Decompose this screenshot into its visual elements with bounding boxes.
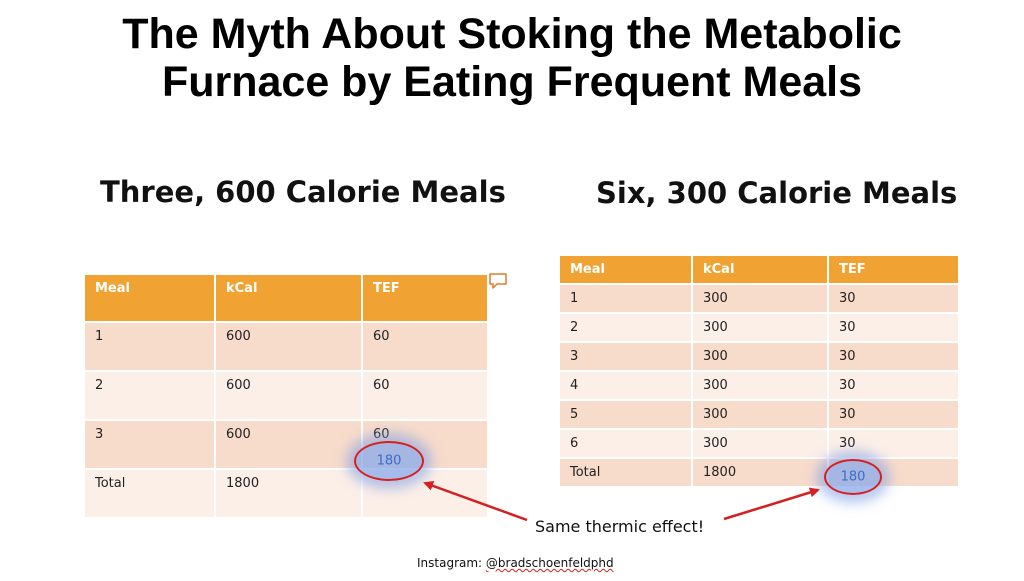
table-row: 3 300 30 bbox=[560, 342, 958, 372]
left-table-heading: Three, 600 Calorie Meals bbox=[100, 175, 506, 209]
three-meals-table: Meal kCal TEF 1 600 60 2 600 60 3 600 60… bbox=[85, 275, 487, 519]
cell-meal: 4 bbox=[560, 371, 693, 401]
table-row: 4 300 30 bbox=[560, 371, 958, 401]
title-line-1: The Myth About Stoking the Metabolic bbox=[122, 10, 902, 58]
highlighted-total-tef-left: 180 bbox=[354, 441, 424, 481]
cell-tef: 30 bbox=[828, 429, 958, 459]
column-header-kcal: kCal bbox=[215, 275, 363, 323]
cell-kcal: 300 bbox=[692, 284, 829, 314]
cell-meal: 2 bbox=[560, 313, 693, 343]
table-row: 2 600 60 bbox=[85, 371, 487, 421]
highlighted-total-tef-right: 180 bbox=[824, 459, 882, 495]
cell-kcal: 600 bbox=[215, 371, 363, 421]
table-row: 6 300 30 bbox=[560, 429, 958, 459]
cell-tef: 60 bbox=[362, 371, 487, 421]
column-header-meal: Meal bbox=[560, 256, 693, 285]
instagram-handle: @bradschoenfeldphd bbox=[485, 556, 614, 570]
table-header-row: Meal kCal TEF bbox=[85, 275, 487, 323]
cell-total-kcal: 1800 bbox=[215, 469, 363, 519]
arrow-to-right-total bbox=[723, 487, 820, 521]
cell-total-label: Total bbox=[560, 458, 693, 488]
title-line-2: Furnace by Eating Frequent Meals bbox=[161, 58, 863, 106]
cell-tef: 60 bbox=[362, 322, 487, 372]
column-header-meal: Meal bbox=[85, 275, 216, 323]
cell-meal: 1 bbox=[85, 322, 216, 372]
cell-meal: 3 bbox=[560, 342, 693, 372]
cell-meal: 5 bbox=[560, 400, 693, 430]
column-header-kcal: kCal bbox=[692, 256, 829, 285]
cell-meal: 2 bbox=[85, 371, 216, 421]
cell-kcal: 600 bbox=[215, 420, 363, 470]
cell-meal: 1 bbox=[560, 284, 693, 314]
cell-tef: 30 bbox=[828, 400, 958, 430]
cell-total-label: Total bbox=[85, 469, 216, 519]
cell-kcal: 300 bbox=[692, 313, 829, 343]
table-row: 5 300 30 bbox=[560, 400, 958, 430]
cell-total-kcal: 1800 bbox=[692, 458, 829, 488]
column-header-tef: TEF bbox=[828, 256, 958, 285]
cell-tef: 30 bbox=[828, 284, 958, 314]
total-tef-value: 180 bbox=[376, 453, 402, 469]
cell-meal: 6 bbox=[560, 429, 693, 459]
comment-icon[interactable] bbox=[488, 272, 508, 292]
cell-kcal: 300 bbox=[692, 429, 829, 459]
cell-kcal: 300 bbox=[692, 371, 829, 401]
table-row: 1 600 60 bbox=[85, 322, 487, 372]
cell-kcal: 300 bbox=[692, 400, 829, 430]
right-table-heading: Six, 300 Calorie Meals bbox=[596, 176, 958, 210]
cell-tef: 30 bbox=[828, 371, 958, 401]
instagram-credit: Instagram: @bradschoenfeldphd bbox=[417, 556, 614, 570]
same-thermic-effect-label: Same thermic effect! bbox=[535, 517, 705, 536]
table-row: 2 300 30 bbox=[560, 313, 958, 343]
cell-tef: 30 bbox=[828, 313, 958, 343]
column-header-tef: TEF bbox=[362, 275, 487, 323]
cell-meal: 3 bbox=[85, 420, 216, 470]
cell-kcal: 600 bbox=[215, 322, 363, 372]
table-row: 1 300 30 bbox=[560, 284, 958, 314]
slide-title: The Myth About Stoking the Metabolic Fur… bbox=[0, 10, 1024, 106]
arrow-to-left-total bbox=[423, 481, 528, 522]
credit-prefix: Instagram: bbox=[417, 556, 486, 570]
six-meals-table: Meal kCal TEF 1 300 30 2 300 30 3 300 30… bbox=[560, 256, 958, 488]
cell-tef: 30 bbox=[828, 342, 958, 372]
cell-kcal: 300 bbox=[692, 342, 829, 372]
total-tef-value: 180 bbox=[840, 469, 866, 485]
table-header-row: Meal kCal TEF bbox=[560, 256, 958, 285]
